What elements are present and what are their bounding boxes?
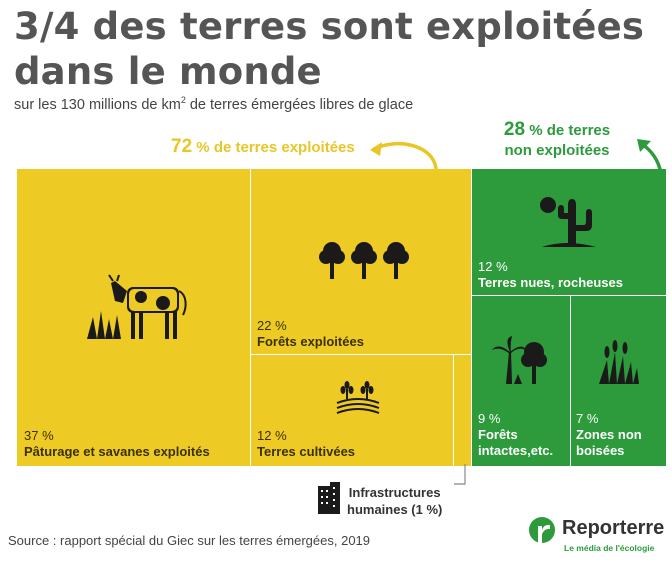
tile-bare-land: 12 % Terres nues, rocheuses [472,169,666,296]
tile-bare-land-label: 12 % Terres nues, rocheuses [478,259,623,291]
callout-not-exploited-pct: 28 [503,119,526,140]
tile-cultivated-pct: 12 % [257,428,287,443]
callout-not-exploited-line2: non exploitées [504,142,610,159]
logo-tagline: Le média de l'écologie [564,543,655,553]
tile-forests-exploited-name: Forêts exploitées [257,334,364,349]
tile-pasture: 37 % Pâturage et savanes exploités [17,169,251,466]
arrow-left-icon [370,141,438,170]
tile-cultivated-label: 12 % Terres cultivées [257,428,355,460]
tile-pasture-name: Pâturage et savanes exploités [24,444,210,459]
callout-exploited: 72 % de terres exploitées [171,136,355,158]
tile-forests-exploited: 22 % Forêts exploitées [251,169,472,355]
callout-exploited-text: % de terres exploitées [192,139,355,156]
chart-subtitle: sur les 130 millions de km2 de terres ém… [14,95,414,113]
tile-bare-land-pct: 12 % [478,259,508,274]
chart-title: 3/4 des terres sont exploitées dans le m… [14,5,645,93]
building-icon [318,482,340,514]
tile-forests-exploited-label: 22 % Forêts exploitées [257,318,364,350]
treemap: 37 % Pâturage et savanes exploités 22 % … [17,169,666,466]
trees-icon [319,242,409,279]
tile-non-wooded-name-2: boisées [576,443,625,458]
reeds-icon [599,340,639,384]
tile-infrastructure [454,355,472,466]
tile-cultivated-name: Terres cultivées [257,444,356,459]
cactus-sun-icon [540,197,596,247]
tile-intact-forests-name-1: Forêts [478,427,518,442]
logo-name[interactable]: Reporterre [562,517,665,539]
tile-non-wooded: 7 % Zones non boisées [571,296,666,466]
infrastructure-line-2: humaines (1 %) [347,502,443,517]
cow-grass-icon [87,274,187,339]
tile-intact-forests-label: 9 % Forêts intactes,etc. [478,411,553,459]
wheat-field-icon [336,381,380,414]
palm-tree-icon [492,336,547,384]
source-note: Source : rapport spécial du Giec sur les… [8,533,371,548]
tile-pasture-pct: 37 % [24,428,54,443]
tile-intact-forests-name-2: intactes,etc. [478,443,554,458]
tile-intact-forests-pct: 9 % [478,411,501,426]
tile-non-wooded-label: 7 % Zones non boisées [576,411,642,459]
tile-non-wooded-name-1: Zones non [576,427,642,442]
tile-intact-forests: 9 % Forêts intactes,etc. [472,296,571,466]
tile-cultivated: 12 % Terres cultivées [251,355,454,466]
tile-pasture-label: 37 % Pâturage et savanes exploités [24,428,210,460]
callout-exploited-pct: 72 [171,136,193,157]
infrastructure-pointer [454,464,466,485]
infrastructure-line-1: Infrastructures [348,485,441,500]
tile-non-wooded-pct: 7 % [576,411,599,426]
infrastructure-annotation: Infrastructures humaines (1 %) [347,484,442,518]
reporterre-logo-icon [529,517,555,548]
tile-bare-land-name: Terres nues, rocheuses [478,275,623,290]
callout-not-exploited: 28 % de terres non exploitées [482,120,632,161]
tile-forests-exploited-pct: 22 % [257,318,287,333]
